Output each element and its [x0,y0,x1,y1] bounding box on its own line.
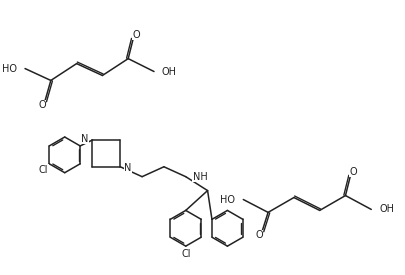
Text: OH: OH [378,204,393,214]
Text: OH: OH [162,67,177,76]
Text: HO: HO [2,64,17,73]
Text: O: O [38,100,46,110]
Text: NH: NH [192,172,207,182]
Text: Cl: Cl [181,249,190,259]
Text: Cl: Cl [38,165,48,175]
Text: O: O [132,30,140,40]
Text: HO: HO [220,194,235,205]
Text: O: O [255,230,262,240]
Text: N: N [81,134,88,144]
Text: N: N [124,163,131,173]
Text: O: O [349,167,356,177]
